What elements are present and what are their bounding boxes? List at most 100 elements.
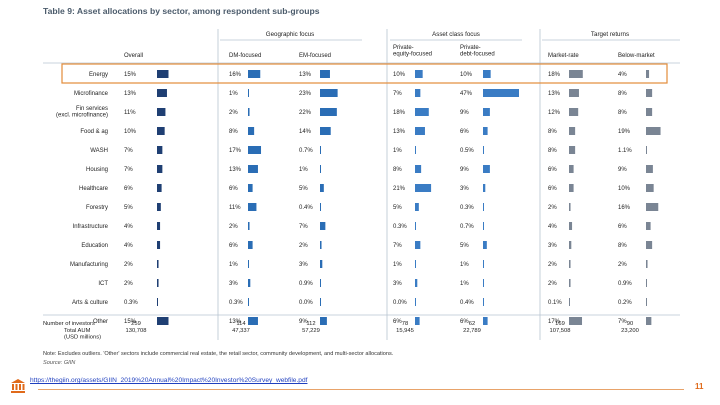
- cell-bar: [483, 89, 519, 97]
- cell-bar: [415, 184, 432, 192]
- cell-bar: [569, 222, 573, 230]
- cell-bar: [157, 108, 166, 116]
- cell-bar: [320, 184, 324, 192]
- cell-bar: [248, 127, 255, 135]
- cell-bar: [569, 260, 571, 268]
- institution-logo: [11, 379, 25, 393]
- cell-bar: [320, 108, 337, 116]
- cell-bar: [483, 203, 484, 211]
- cell-bar: [569, 184, 574, 192]
- cell-value: 1%: [460, 281, 469, 287]
- cell-bar: [646, 222, 651, 230]
- cell-bar: [248, 108, 250, 116]
- cell-value: 8%: [393, 167, 402, 173]
- cell-value: 1%: [393, 262, 402, 268]
- cell-bar: [415, 260, 416, 268]
- cell-bar: [415, 241, 421, 249]
- cell-bar: [646, 146, 647, 154]
- cell-value: 7%: [124, 167, 133, 173]
- cell-value: 0.4%: [299, 205, 313, 211]
- cell-bar: [415, 146, 416, 154]
- cell-bar: [157, 298, 158, 306]
- cell-value: 8%: [229, 129, 238, 135]
- cell-value: 1%: [229, 91, 238, 97]
- cell-bar: [157, 203, 161, 211]
- cell-value: 7%: [393, 91, 402, 97]
- cell-value: 6%: [618, 224, 627, 230]
- summary-investors-value: 112: [306, 321, 315, 327]
- cell-bar: [646, 298, 647, 306]
- row-label: Forestry: [86, 205, 108, 211]
- cell-value: 8%: [618, 110, 627, 116]
- cell-value: 15%: [124, 72, 137, 78]
- cell-value: 6%: [124, 186, 133, 192]
- row-label: Healthcare: [79, 186, 109, 192]
- cell-bar: [483, 222, 484, 230]
- cell-value: 2%: [548, 205, 557, 211]
- cell-bar: [157, 241, 161, 249]
- cell-bar: [483, 70, 491, 78]
- cell-value: 3%: [299, 262, 308, 268]
- cell-value: 2%: [548, 281, 557, 287]
- cell-bar: [569, 127, 576, 135]
- cell-bar: [248, 89, 249, 97]
- cell-value: 13%: [229, 167, 242, 173]
- cell-bar: [483, 184, 486, 192]
- row-label: WASH: [90, 148, 108, 154]
- row-label: Housing: [86, 167, 108, 173]
- summary-aum-value: 130,708: [126, 328, 147, 334]
- cell-bar: [415, 70, 423, 78]
- cell-value: 1%: [460, 262, 469, 268]
- cell-bar: [415, 222, 416, 230]
- cell-value: 18%: [393, 110, 406, 116]
- cell-bar: [320, 127, 331, 135]
- cell-value: 11%: [229, 205, 241, 211]
- cell-bar: [157, 165, 163, 173]
- cell-value: 10%: [618, 186, 631, 192]
- summary-investors-value: 78: [402, 321, 408, 327]
- cell-value: 4%: [548, 224, 557, 230]
- summary-label-aum: Total AUM (USD millions): [64, 328, 101, 340]
- cell-bar: [415, 298, 416, 306]
- cell-bar: [248, 317, 258, 325]
- cell-bar: [646, 127, 661, 135]
- cell-bar: [646, 317, 652, 325]
- cell-bar: [248, 70, 261, 78]
- row-label: Energy: [89, 72, 108, 78]
- row-label: Fin services (excl. microfinance): [56, 106, 108, 119]
- cell-value: 10%: [124, 129, 137, 135]
- cell-value: 17%: [548, 319, 561, 325]
- cell-bar: [569, 298, 570, 306]
- cell-value: 18%: [548, 72, 561, 78]
- cell-bar: [248, 222, 250, 230]
- cell-value: 16%: [618, 205, 631, 211]
- cell-bar: [569, 317, 583, 325]
- cell-value: 3%: [229, 281, 238, 287]
- column-header-6: Market-rate: [548, 53, 579, 59]
- cell-value: 3%: [393, 281, 402, 287]
- cell-bar: [415, 108, 429, 116]
- summary-aum-value: 107,508: [550, 328, 571, 334]
- cell-value: 8%: [548, 148, 557, 154]
- summary-aum-value: 47,337: [232, 328, 250, 334]
- cell-value: 8%: [548, 129, 557, 135]
- cell-value: 7%: [299, 224, 308, 230]
- summary-aum-value: 22,789: [463, 328, 481, 334]
- cell-value: 1%: [229, 262, 238, 268]
- cell-value: 0.3%: [229, 300, 243, 306]
- source-url-link[interactable]: https://thegiin.org/assets/GIIN_2019%20A…: [30, 377, 308, 384]
- group-header-3: Target returns: [591, 31, 629, 38]
- summary-aum-value: 15,945: [396, 328, 414, 334]
- cell-value: 7%: [618, 319, 627, 325]
- cell-bar: [248, 279, 251, 287]
- cell-value: 22%: [299, 110, 312, 116]
- summary-aum-value: 23,200: [621, 328, 639, 334]
- cell-bar: [320, 146, 321, 154]
- column-header-4: Private-equity-focused: [393, 45, 432, 58]
- cell-value: 2%: [229, 224, 238, 230]
- cell-bar: [569, 241, 572, 249]
- cell-value: 0.4%: [460, 300, 474, 306]
- cell-bar: [415, 127, 425, 135]
- summary-investors-value: 62: [469, 321, 475, 327]
- summary-label-investors: Number of investors: [43, 321, 95, 327]
